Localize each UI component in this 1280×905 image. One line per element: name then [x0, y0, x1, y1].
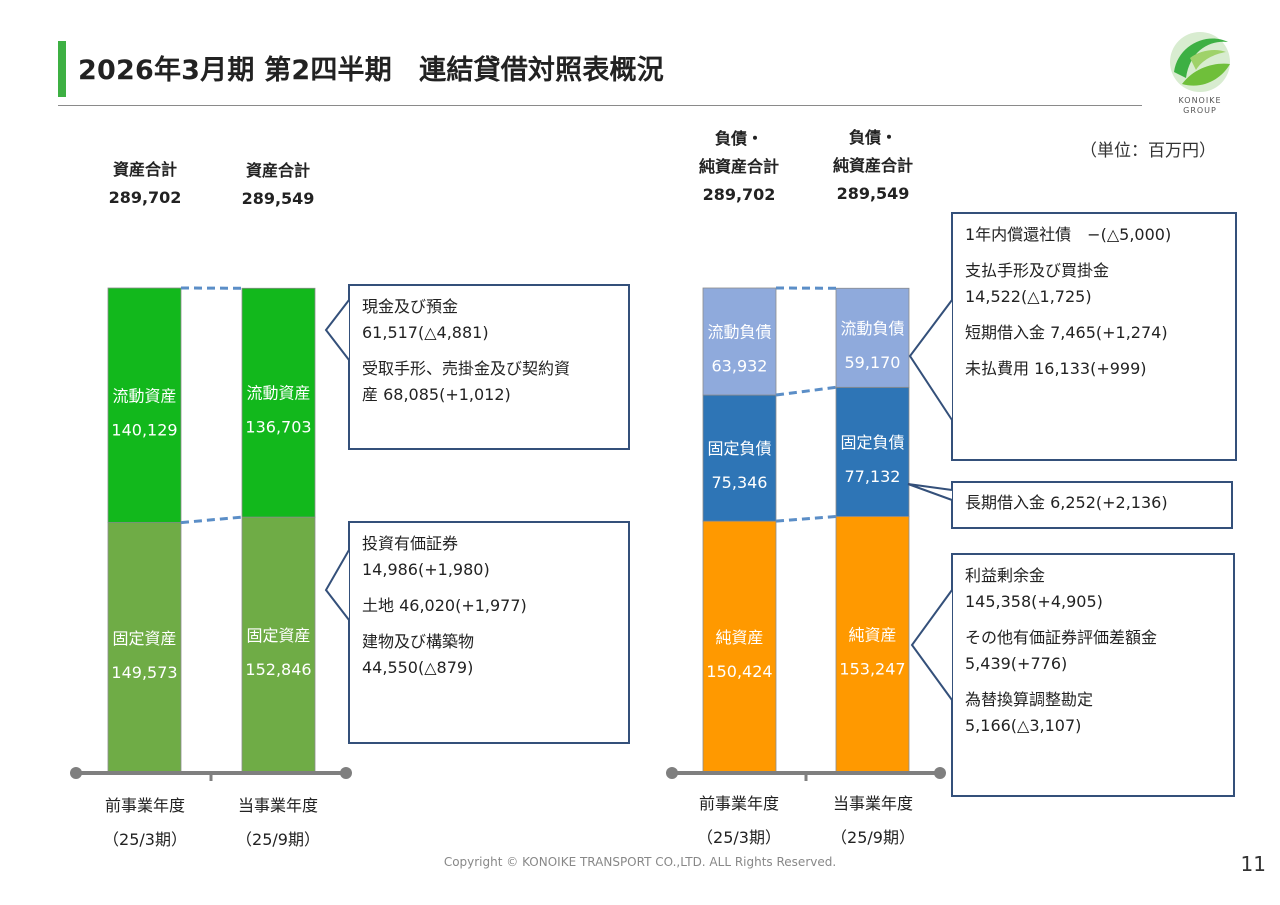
liabilities-bar-1-net-assets: [835, 516, 910, 774]
title-accent-bar: [58, 41, 66, 97]
logo-text-konoike: KONOIKE: [1178, 96, 1222, 105]
page-title: 2026年3月期 第2四半期 連結貸借対照表概況: [78, 55, 664, 86]
segment-value-net-assets: 153,247: [839, 660, 905, 679]
xlabel-line2: （25/3期）: [697, 828, 781, 847]
callout-item: 受取手形、売掛金及び契約資 産 68,085(+1,012): [362, 359, 571, 404]
xlabel-right-curr: 当事業年度 （25/9期）: [798, 794, 948, 848]
header-label-line2: 純資産合計: [698, 157, 779, 176]
xlabel-line2: （25/9期）: [236, 830, 320, 849]
xlabel-left-prev: 前事業年度 （25/3期）: [70, 796, 220, 850]
callout-item: その他有価証券評価差額金 5,439(+776): [965, 628, 1158, 673]
callout-net-assets: 利益剰余金 145,358(+4,905) その他有価証券評価差額金 5,439…: [951, 553, 1235, 797]
segment-label-current-assets: 流動資産: [246, 384, 310, 403]
xlabel-right-prev: 前事業年度 （25/3期）: [664, 794, 814, 848]
segment-value-fixed-liabilities: 77,132: [845, 467, 901, 486]
header-label-line1: 負債・: [714, 129, 763, 148]
callout-item: 支払手形及び買掛金 14,522(△1,725): [965, 261, 1110, 306]
callout-item: 投資有価証券 14,986(+1,980): [362, 534, 490, 579]
page-number: 11: [1240, 852, 1266, 876]
liabilities-connector-0: [775, 514, 837, 523]
segment-value-net-assets: 150,424: [706, 662, 772, 681]
liabilities-bar-1-current-liabilities: [835, 287, 910, 388]
callout-item: 利益剰余金 145,358(+4,905): [965, 566, 1103, 611]
copyright-notice: Copyright © KONOIKE TRANSPORT CO.,LTD. A…: [443, 855, 837, 869]
assets-axis-cap-left: [70, 767, 82, 779]
unit-label: （単位：百万円）: [1080, 141, 1216, 161]
segment-value-fixed-assets: 152,846: [245, 660, 311, 679]
left-header-prev: 資産合計 289,702: [70, 156, 220, 212]
segment-label-current-liabilities: 流動負債: [707, 323, 771, 342]
xlabel-line2: （25/3期）: [103, 830, 187, 849]
assets-axis-cap-right: [340, 767, 352, 779]
callout-item: 現金及び預金 61,517(△4,881): [362, 297, 489, 342]
left-header-curr: 資産合計 289,549: [203, 157, 353, 213]
xlabel-line2: （25/9期）: [831, 828, 915, 847]
callout-fixed-liabilities: 長期借入金 6,252(+2,136): [951, 481, 1233, 529]
logo-text-group: GROUP: [1183, 106, 1217, 115]
liabilities-axis-cap-right: [934, 767, 946, 779]
callout-item: 短期借入金 7,465(+1,274): [965, 323, 1168, 342]
konoike-leaf-logo-icon: [1170, 32, 1230, 92]
callout-item: 1年内償還社債 −(△5,000): [965, 225, 1172, 244]
right-header-prev: 負債・ 純資産合計 289,702: [664, 125, 814, 209]
assets-bar-0-current-assets: [107, 287, 182, 523]
assets-bar-1-current-assets: [241, 287, 316, 518]
title-divider: [58, 105, 1142, 106]
assets-bar-0-fixed-assets: [107, 522, 182, 774]
segment-label-fixed-assets: 固定資産: [112, 629, 176, 648]
callout-current-liabilities: 1年内償還社債 −(△5,000) 支払手形及び買掛金 14,522(△1,72…: [951, 212, 1237, 461]
segment-label-fixed-liabilities: 固定負債: [840, 433, 904, 452]
xlabel-line1: 当事業年度: [237, 796, 318, 815]
header-total: 289,549: [836, 184, 910, 203]
callout-item: 為替換算調整勘定 5,166(△3,107): [965, 690, 1094, 735]
segment-label-fixed-liabilities: 固定負債: [707, 439, 771, 458]
xlabel-line1: 前事業年度: [698, 794, 779, 813]
right-header-curr: 負債・ 純資産合計 289,549: [798, 124, 948, 208]
callout-item: 未払費用 16,133(+999): [965, 359, 1147, 378]
xlabel-line1: 前事業年度: [104, 796, 185, 815]
header-label: 資産合計: [112, 160, 177, 179]
segment-label-current-assets: 流動資産: [112, 386, 176, 405]
callout-item: 土地 46,020(+1,977): [362, 596, 527, 615]
header-total: 289,702: [108, 188, 182, 207]
konoike-logo: [1160, 28, 1240, 118]
liabilities-bar-0-net-assets: [702, 520, 777, 774]
header-label-line1: 負債・: [848, 128, 897, 147]
header-total: 289,702: [702, 185, 776, 204]
segment-value-current-liabilities: 59,170: [845, 353, 901, 372]
segment-value-current-assets: 136,703: [245, 418, 311, 437]
segment-label-fixed-assets: 固定資産: [246, 626, 310, 645]
assets-bar-1-fixed-assets: [241, 516, 316, 774]
segment-value-current-liabilities: 63,932: [712, 357, 768, 376]
callout-fixed-assets: 投資有価証券 14,986(+1,980) 土地 46,020(+1,977) …: [348, 521, 630, 744]
header-label-line2: 純資産合計: [832, 156, 913, 175]
liabilities-axis-cap-left: [666, 767, 678, 779]
liabilities-bar-0-current-liabilities: [702, 287, 777, 396]
segment-label-net-assets: 純資産: [848, 626, 896, 645]
header-total: 289,549: [241, 189, 315, 208]
segment-label-current-liabilities: 流動負債: [840, 319, 904, 338]
header-label: 資産合計: [245, 161, 310, 180]
liabilities-bar-0-fixed-liabilities: [702, 394, 777, 522]
segment-label-net-assets: 純資産: [715, 628, 763, 647]
assets-connector-0: [180, 515, 243, 525]
callout-current-assets: 現金及び預金 61,517(△4,881) 受取手形、売掛金及び契約資 産 68…: [348, 284, 630, 450]
liabilities-connector-1: [775, 385, 837, 397]
xlabel-left-curr: 当事業年度 （25/9期）: [203, 796, 353, 850]
callout-item: 長期借入金 6,252(+2,136): [965, 493, 1168, 512]
segment-value-current-assets: 140,129: [111, 420, 177, 439]
liabilities-bar-1-fixed-liabilities: [835, 386, 910, 517]
segment-value-fixed-liabilities: 75,346: [712, 473, 768, 492]
callout-item: 建物及び構築物 44,550(△879): [362, 632, 475, 677]
xlabel-line1: 当事業年度: [832, 794, 913, 813]
segment-value-fixed-assets: 149,573: [111, 663, 177, 682]
